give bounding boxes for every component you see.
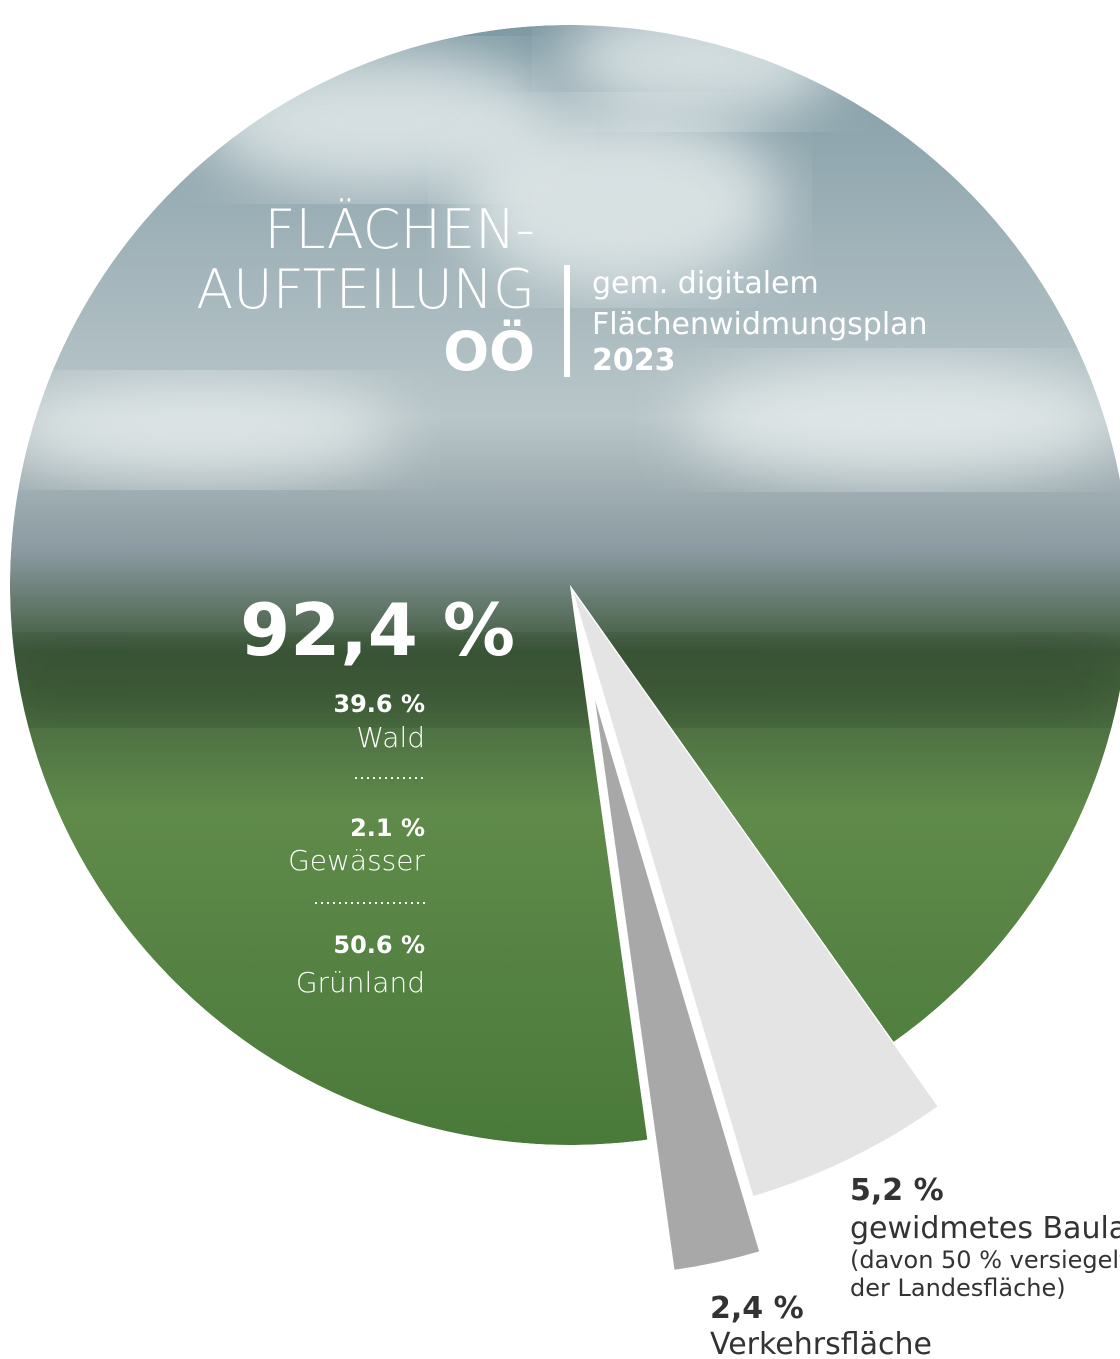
breakdown-value: 39.6 %: [333, 690, 425, 718]
annotation: der Landesfläche): [850, 1274, 1066, 1302]
title-line: OÖ: [443, 320, 535, 383]
breakdown-label: Grünland: [296, 966, 425, 999]
cloud: [9, 380, 400, 480]
cloud: [560, 24, 840, 120]
labels: FLÄCHEN- AUFTEILUNG OÖ gem. digitalem Fl…: [196, 198, 1120, 1359]
subtitle-line: Flächenwidmungsplan: [592, 307, 928, 342]
value-label: 5,2 %: [850, 1173, 944, 1208]
pie-slice: [573, 592, 938, 1196]
breakdown-label: Wald: [356, 721, 425, 754]
divider: [564, 265, 570, 377]
breakdown-value: 50.6 %: [333, 931, 425, 959]
cloud: [460, 110, 780, 290]
pie-slice: [10, 24, 1120, 1145]
subtitle-line: 2023: [592, 343, 676, 378]
annotation: (davon 50 % versiegelt: [850, 1246, 1120, 1274]
photo-slice: [9, 24, 1120, 1145]
pie-slice: [595, 700, 760, 1270]
pie: [9, 24, 1120, 1270]
breakdown-value: 2.1 %: [350, 814, 425, 842]
title-line: AUFTEILUNG: [196, 258, 535, 321]
title-line: FLÄCHEN-: [264, 198, 535, 261]
subtitle-line: gem. digitalem: [592, 266, 819, 301]
value-label: 2,4 %: [710, 1291, 804, 1326]
category-label: Verkehrsfläche: [710, 1327, 932, 1359]
category-label: gewidmetes Bauland: [850, 1211, 1120, 1246]
breakdown-label: Gewässer: [288, 844, 425, 877]
cloud: [680, 360, 1120, 480]
tree-line: [9, 640, 1120, 720]
value-label: 92,4 %: [240, 588, 515, 672]
